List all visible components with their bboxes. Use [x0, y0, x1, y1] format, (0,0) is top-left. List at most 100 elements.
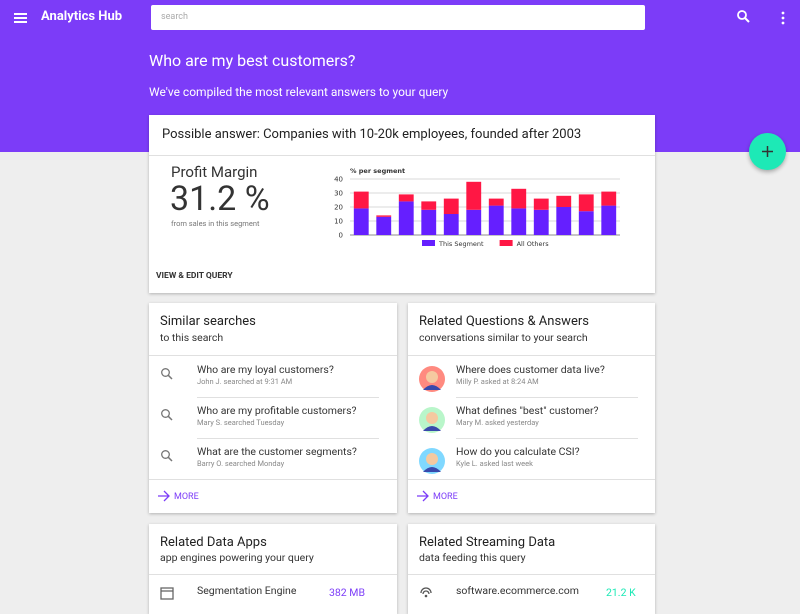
chart: % per segment 0 10 20 30 40 This Segment All Ot… — [334, 167, 620, 248]
bar-segment — [578, 211, 594, 235]
search-icon — [161, 450, 173, 462]
y-tick-label: 30 — [334, 190, 343, 198]
bar-segment — [466, 209, 482, 235]
divider — [197, 397, 379, 398]
chart-title: % per segment — [350, 167, 405, 175]
icon-part — [161, 409, 170, 418]
divider — [408, 574, 655, 575]
bar-segment — [466, 181, 482, 210]
item-meta: Barry O. searched Monday — [197, 459, 285, 468]
view-edit-button[interactable]: VIEW & EDIT QUERY — [156, 271, 233, 281]
avatar — [419, 448, 445, 474]
app-icon — [160, 587, 174, 600]
arrow-icon — [417, 490, 429, 502]
bar-segment — [556, 207, 572, 235]
item-meta: John J. searched at 9:31 AM — [197, 377, 293, 386]
item-text[interactable]: Who are my loyal customers? — [197, 363, 334, 376]
divider — [408, 355, 655, 356]
card-subtitle: data feeding this query — [419, 551, 526, 564]
data-apps-card: Related Data Apps app engines powering y… — [149, 524, 397, 614]
card-title: Similar searches — [160, 314, 256, 329]
bar-segment — [376, 215, 392, 217]
plus-icon — [762, 146, 773, 157]
avatar-face — [426, 412, 438, 424]
item-text[interactable]: What are the customer segments? — [197, 445, 357, 458]
metric-note: from sales in this segment — [171, 219, 260, 228]
answer-heading: Possible answer: Companies with 10-20k e… — [162, 127, 582, 142]
search-box[interactable]: search — [151, 5, 645, 30]
bar-segment — [601, 191, 617, 206]
y-tick-label: 40 — [334, 176, 343, 184]
search-placeholder: search — [161, 12, 188, 22]
y-tick-label: 10 — [334, 218, 343, 226]
menu-icon[interactable] — [13, 10, 29, 26]
search-icon — [161, 409, 173, 421]
bar-segment — [533, 198, 549, 210]
avatar-body — [423, 467, 441, 472]
bar-segment — [398, 201, 414, 235]
bar-segment — [353, 208, 369, 235]
item-meta: Mary S. searched Tuesday — [197, 418, 285, 427]
metric-value: 31.2 % — [170, 179, 270, 219]
icon-part — [167, 415, 173, 421]
avatar-body — [423, 426, 441, 431]
item-meta: Milly P. asked at 8:24 AM — [456, 377, 539, 386]
metric-label: Profit Margin — [171, 163, 258, 181]
item-text[interactable]: Where does customer data live? — [456, 363, 605, 376]
bar-segment — [443, 214, 459, 235]
item-meta: Mary M. asked yesterday — [456, 418, 539, 427]
avatar-body — [423, 385, 441, 390]
divider — [149, 155, 655, 156]
bar-segment — [578, 194, 594, 212]
card-title: Related Streaming Data — [419, 535, 556, 550]
similar-card: Similar searches to this search MORE Who… — [149, 303, 397, 513]
app-name[interactable]: Segmentation Engine — [197, 584, 297, 597]
legend-label: This Segment — [438, 240, 484, 248]
avatar — [419, 407, 445, 433]
bar-segment — [353, 191, 369, 209]
bar-segment — [376, 216, 392, 235]
icon-part — [167, 374, 173, 380]
app-size: 382 MB — [329, 586, 366, 599]
legend-swatch — [499, 240, 513, 246]
bar-segment — [488, 205, 504, 235]
y-tick-label: 0 — [339, 232, 343, 240]
arrow-icon — [158, 490, 170, 502]
icon-part — [161, 368, 170, 377]
app-name: Analytics Hub — [41, 9, 123, 24]
card-subtitle: to this search — [160, 331, 224, 344]
bar-segment — [533, 209, 549, 235]
stream-icon — [420, 587, 432, 598]
item-text[interactable]: How do you calculate CSI? — [456, 445, 580, 458]
item-text[interactable]: Who are my profitable customers? — [197, 404, 357, 417]
bar-segment — [556, 195, 572, 207]
card-subtitle: conversations similar to your search — [419, 331, 588, 344]
avatar-face — [426, 371, 438, 383]
divider — [149, 574, 397, 575]
stream-name[interactable]: software.ecommerce.com — [456, 584, 579, 597]
bar-segment — [511, 208, 527, 235]
item-text[interactable]: What defines "best" customer? — [456, 404, 599, 417]
bar-segment — [421, 201, 437, 210]
related-qa-card: Related Questions & Answers conversation… — [408, 303, 655, 513]
search-icon[interactable] — [736, 9, 752, 25]
more-icon[interactable] — [778, 10, 788, 26]
more-link[interactable]: MORE — [174, 492, 199, 502]
bar-segment — [443, 198, 459, 214]
more-link[interactable]: MORE — [433, 492, 458, 502]
legend-label: All Others — [517, 240, 550, 248]
stream-rate: 21.2 K — [606, 586, 636, 599]
bar-segment — [398, 194, 414, 202]
hero-subtitle: We've compiled the most relevant answers… — [149, 85, 449, 99]
bar-segment — [511, 188, 527, 209]
card-title: Related Data Apps — [160, 535, 267, 550]
avatar-face — [426, 453, 438, 465]
divider — [456, 438, 638, 439]
divider — [456, 397, 638, 398]
search-icon — [161, 368, 173, 380]
card-title: Related Questions & Answers — [419, 314, 589, 329]
fab-add[interactable] — [749, 133, 786, 170]
legend-swatch — [422, 240, 435, 246]
bar-segment — [421, 209, 437, 235]
y-tick-label: 20 — [334, 204, 343, 212]
